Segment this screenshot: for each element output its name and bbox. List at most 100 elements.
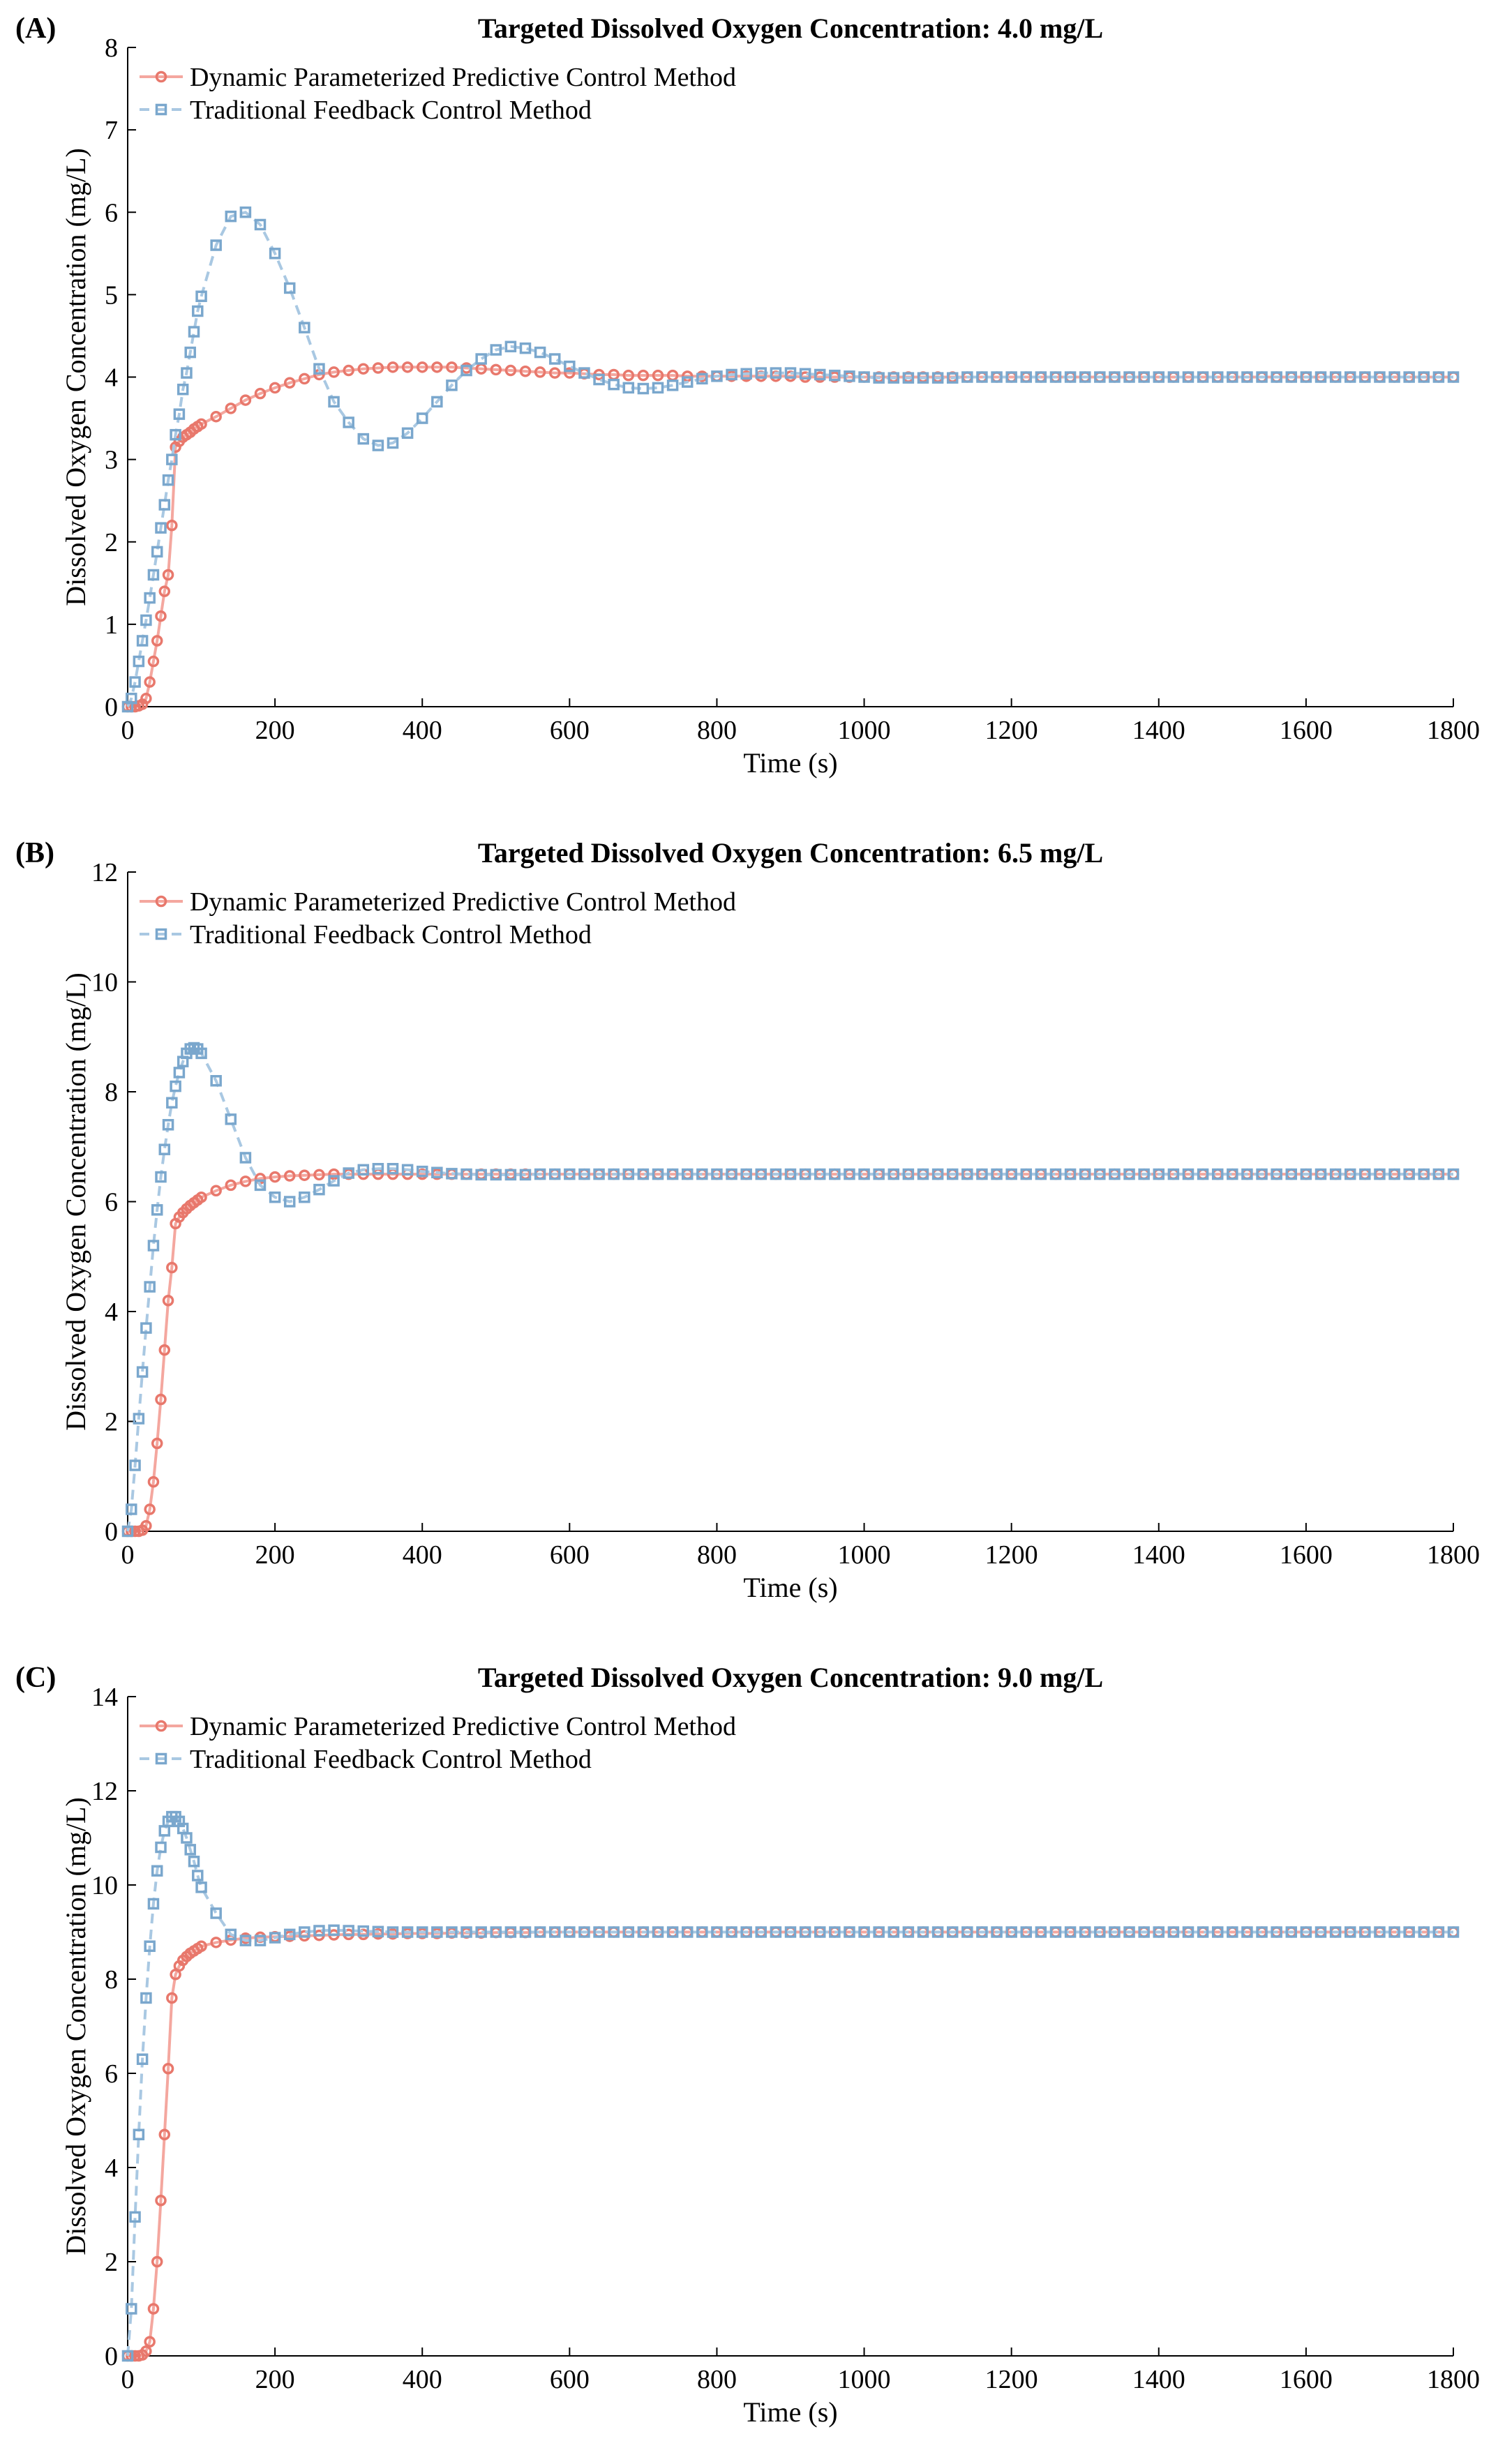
legend-marker-tfc: [155, 103, 167, 116]
data-point-tfc: [534, 1168, 546, 1180]
y-tick-label: 2: [105, 1408, 118, 1437]
data-point-tfc: [578, 367, 590, 379]
chart-svg: (A) Targeted Dissolved Oxygen Concentrati…: [15, 13, 1480, 779]
x-tick-label: 1200: [985, 2365, 1038, 2394]
data-point-dpp: [416, 361, 428, 373]
data-point-dpp: [269, 1171, 281, 1183]
data-point-tfc: [814, 1168, 826, 1180]
legend-label-tfc: Traditional Feedback Control Method: [190, 920, 592, 949]
data-point-tfc: [1241, 1926, 1253, 1938]
data-point-tfc: [283, 282, 296, 294]
data-point-tfc: [136, 635, 149, 647]
x-tick-label: 200: [255, 1540, 295, 1570]
data-point-tfc: [126, 1503, 137, 1515]
data-point-tfc: [136, 1366, 149, 1378]
legend-marker-dpp: [155, 70, 167, 83]
data-point-tfc: [711, 1926, 723, 1938]
data-point-dpp: [225, 1179, 237, 1192]
data-point-tfc: [210, 1907, 222, 1919]
data-point-tfc: [1153, 1168, 1165, 1180]
data-point-tfc: [269, 248, 281, 260]
data-point-dpp: [195, 418, 207, 430]
data-point-tfc: [946, 1168, 959, 1180]
data-point-tfc: [1418, 1926, 1430, 1938]
data-point-dpp: [140, 692, 152, 705]
data-point-tfc: [188, 1856, 200, 1868]
data-point-tfc: [1020, 371, 1033, 383]
data-point-tfc: [1285, 1926, 1298, 1938]
data-point-tfc: [162, 474, 174, 486]
data-point-tfc: [121, 1525, 134, 1538]
data-point-dpp: [446, 361, 458, 373]
data-point-tfc: [195, 1881, 207, 1893]
data-point-tfc: [873, 1926, 885, 1938]
data-point-tfc: [446, 1926, 458, 1938]
data-point-tfc: [829, 1926, 841, 1938]
x-tick-label: 1000: [838, 2365, 891, 2394]
data-point-tfc: [299, 1191, 310, 1203]
x-tick-label: 1800: [1427, 716, 1480, 745]
data-point-tfc: [431, 396, 443, 408]
data-point-tfc: [144, 1281, 156, 1293]
data-point-tfc: [1109, 371, 1121, 383]
data-point-tfc: [917, 1926, 929, 1938]
data-point-dpp: [151, 2255, 163, 2268]
data-point-dpp: [147, 655, 160, 668]
data-point-tfc: [1138, 1168, 1150, 1180]
chart-title: Targeted Dissolved Oxygen Concentration:…: [478, 13, 1103, 44]
data-point-dpp: [269, 382, 281, 394]
data-point-tfc: [519, 1169, 532, 1181]
data-point-tfc: [931, 1926, 944, 1938]
data-point-tfc: [1227, 1168, 1238, 1180]
data-point-dpp: [210, 410, 222, 423]
data-point-tfc: [829, 1168, 841, 1180]
data-point-tfc: [1388, 1168, 1400, 1180]
data-point-tfc: [372, 1925, 384, 1938]
y-tick-label: 8: [105, 33, 118, 63]
y-axis-label: Dissolved Oxygen Concentration (mg/L): [60, 148, 91, 606]
series-line-dpp: [128, 1173, 1453, 1533]
data-point-tfc: [239, 206, 252, 218]
x-axis-label: Time (s): [743, 2396, 837, 2428]
data-point-tfc: [696, 1168, 708, 1180]
data-point-tfc: [1005, 1926, 1017, 1938]
data-point-tfc: [192, 1870, 204, 1881]
legend-item-dpp: Dynamic Parameterized Predictive Control…: [140, 1712, 736, 1741]
data-point-tfc: [1064, 371, 1077, 383]
data-point-tfc: [1344, 1168, 1356, 1180]
data-point-tfc: [593, 1168, 605, 1180]
x-axis-label: Time (s): [743, 1572, 837, 1603]
x-tick-label: 0: [121, 1540, 135, 1570]
series-tfc: [121, 1810, 1460, 2362]
data-point-tfc: [991, 1926, 1003, 1938]
data-point-tfc: [917, 1168, 929, 1180]
y-tick-label: 6: [105, 1188, 118, 1217]
data-point-tfc: [887, 1926, 900, 1938]
data-point-tfc: [637, 382, 650, 395]
y-tick-label: 0: [105, 2342, 118, 2371]
data-point-tfc: [283, 1928, 296, 1941]
data-point-tfc: [460, 1926, 472, 1938]
data-point-dpp: [155, 2195, 167, 2207]
data-point-dpp: [283, 377, 296, 389]
data-point-tfc: [1227, 1926, 1238, 1938]
data-point-tfc: [548, 1926, 561, 1938]
y-tick-label: 7: [105, 116, 118, 145]
data-point-tfc: [740, 368, 752, 380]
data-point-tfc: [1359, 1926, 1371, 1938]
data-point-dpp: [195, 1940, 207, 1952]
data-point-tfc: [140, 1322, 152, 1334]
data-point-tfc: [873, 1168, 885, 1180]
data-point-tfc: [1020, 1168, 1033, 1180]
data-point-dpp: [299, 373, 310, 385]
legend-label-tfc: Traditional Feedback Control Method: [190, 96, 592, 125]
data-point-tfc: [622, 382, 635, 394]
legend-marker-dpp: [155, 1720, 167, 1732]
x-tick-label: 600: [550, 2365, 590, 2394]
data-point-tfc: [770, 367, 782, 379]
data-point-tfc: [844, 1168, 855, 1180]
data-point-dpp: [195, 1191, 207, 1203]
data-point-tfc: [726, 1168, 737, 1180]
y-tick-label: 12: [91, 1777, 118, 1806]
data-point-tfc: [755, 1168, 767, 1180]
